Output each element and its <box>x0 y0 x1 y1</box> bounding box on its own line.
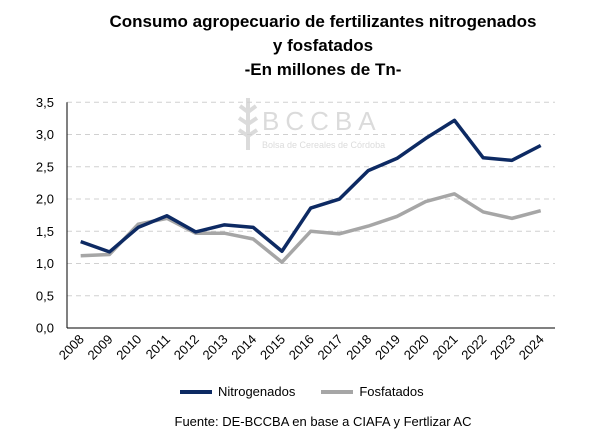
legend-item-nitrogenados: Nitrogenados <box>180 384 295 399</box>
y-tick-label: 2,0 <box>36 192 54 207</box>
series-line-fosfatados <box>80 192 542 264</box>
x-tick-label: 2010 <box>113 332 144 363</box>
wheat-icon <box>237 98 259 150</box>
y-tick-label: 0,5 <box>36 288 54 303</box>
x-tick-label: 2013 <box>200 332 231 363</box>
x-tick-label: 2019 <box>372 332 403 363</box>
x-tick-label: 2014 <box>228 332 259 363</box>
legend-swatch-fosfatados <box>321 389 354 394</box>
y-tick-label: 2,5 <box>36 159 54 174</box>
x-tick-label: 2016 <box>286 332 317 363</box>
x-tick-label: 2022 <box>458 332 489 363</box>
legend-swatch-nitrogenados <box>180 389 212 394</box>
y-tick-label: 1,5 <box>36 224 54 239</box>
x-tick-label: 2011 <box>143 332 173 362</box>
y-tick-label: 3,0 <box>36 127 54 142</box>
y-tick-label: 0,0 <box>36 321 54 336</box>
watermark-logo-text: BCCBA <box>262 106 382 136</box>
chart-title-line-1: Consumo agropecuario de fertilizantes ni… <box>109 12 537 31</box>
x-tick-label: 2015 <box>257 332 288 363</box>
x-tick-label: 2008 <box>56 332 87 363</box>
source-note: Fuente: DE-BCCBA en base a CIAFA y Fertl… <box>174 414 472 429</box>
x-tick-label: 2020 <box>401 332 432 363</box>
chart-title-line-2: y fosfatados <box>272 36 374 55</box>
legend-item-fosfatados: Fosfatados <box>321 384 424 399</box>
x-tick-label: 2009 <box>85 332 116 363</box>
x-tick-label: 2018 <box>343 332 374 363</box>
y-tick-label: 3,5 <box>36 95 54 110</box>
legend-label-fosfatados: Fosfatados <box>359 384 424 399</box>
x-tick-label: 2017 <box>315 332 346 363</box>
watermark-subtitle: Bolsa de Cereales de Córdoba <box>262 140 385 150</box>
bccba-watermark-logo: BCCBA Bolsa de Cereales de Córdoba <box>237 98 385 150</box>
legend-label-nitrogenados: Nitrogenados <box>218 384 296 399</box>
x-tick-label: 2024 <box>516 332 547 363</box>
legend: Nitrogenados Fosfatados <box>180 384 424 399</box>
chart-title-line-3: -En millones de Tn- <box>244 60 402 79</box>
x-tick-label: 2012 <box>171 332 202 363</box>
x-tick-label: 2023 <box>487 332 518 363</box>
y-tick-label: 1,0 <box>36 256 54 271</box>
x-tick-label: 2021 <box>430 332 461 363</box>
